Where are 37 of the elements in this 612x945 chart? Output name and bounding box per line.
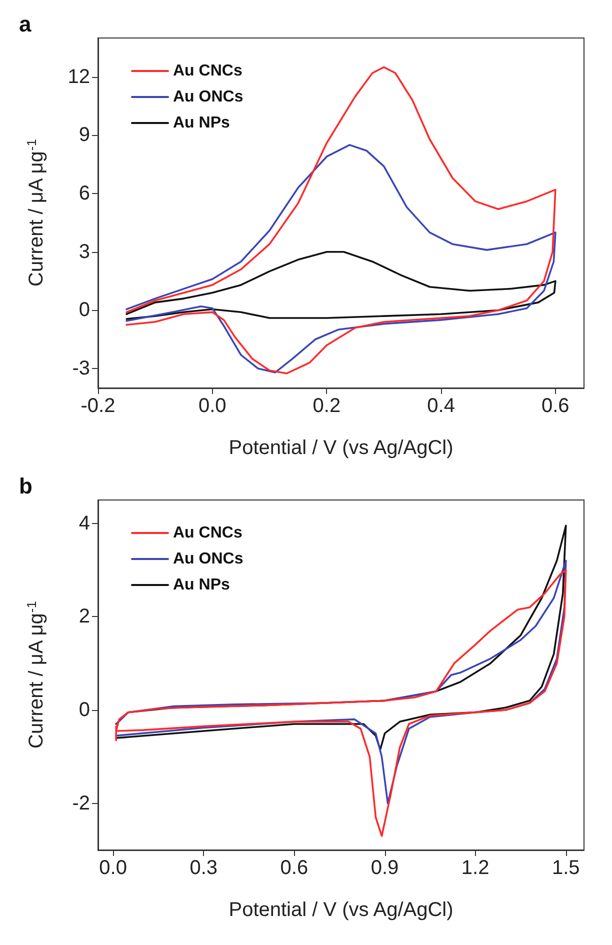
x-tick-label: 0.6: [280, 857, 308, 879]
x-tick-label: 0.4: [427, 395, 455, 417]
legend-label: Au CNCs: [173, 62, 242, 80]
line-series: [126, 250, 556, 320]
x-tick-label: 0.6: [542, 395, 570, 417]
chart-title: a: [19, 12, 32, 36]
y-tick-label: 12: [68, 66, 90, 88]
x-tick-label: 0.3: [190, 857, 218, 879]
y-tick-label: 4: [78, 512, 90, 534]
legend-label: Au ONCs: [173, 88, 244, 106]
x-tick-label: 0.9: [370, 857, 399, 879]
y-tick-label: 0: [78, 299, 90, 322]
x-axis-title: Potential / V (vs Ag/AgCl): [228, 899, 454, 921]
legend-label: Au CNCs: [173, 524, 242, 542]
legend-label: Au ONCs: [173, 550, 244, 568]
y-tick-label: 0: [78, 699, 90, 721]
y-tick-label: -2: [72, 792, 90, 814]
y-axis-title: Current / μA μg-1: [24, 601, 48, 748]
y-tick-label: -3: [72, 358, 90, 380]
x-tick-label: 0.2: [312, 395, 341, 417]
x-tick-label: 1.5: [552, 857, 580, 879]
x-tick-label: 1.2: [461, 857, 490, 879]
chart-title: b: [19, 474, 32, 498]
line-series: [126, 66, 556, 374]
legend-label: Au NPs: [173, 114, 230, 132]
line-series: [115, 569, 567, 837]
x-tick-label: 0.0: [198, 395, 226, 417]
y-tick-label: 9: [78, 124, 90, 146]
x-tick-label: -0.2: [80, 395, 116, 417]
line-series: [126, 144, 556, 374]
y-tick-label: 3: [78, 240, 90, 263]
y-tick-label: 6: [78, 182, 90, 205]
y-axis-title: Current / μA μg-1: [24, 139, 48, 286]
x-tick-label: 0.0: [99, 857, 127, 879]
y-tick-label: 2: [78, 606, 90, 628]
x-axis-title: Potential / V (vs Ag/AgCl): [228, 437, 454, 459]
legend-label: Au NPs: [173, 576, 230, 594]
